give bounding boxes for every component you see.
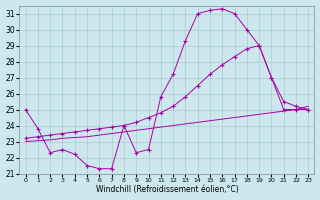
- X-axis label: Windchill (Refroidissement éolien,°C): Windchill (Refroidissement éolien,°C): [96, 185, 238, 194]
